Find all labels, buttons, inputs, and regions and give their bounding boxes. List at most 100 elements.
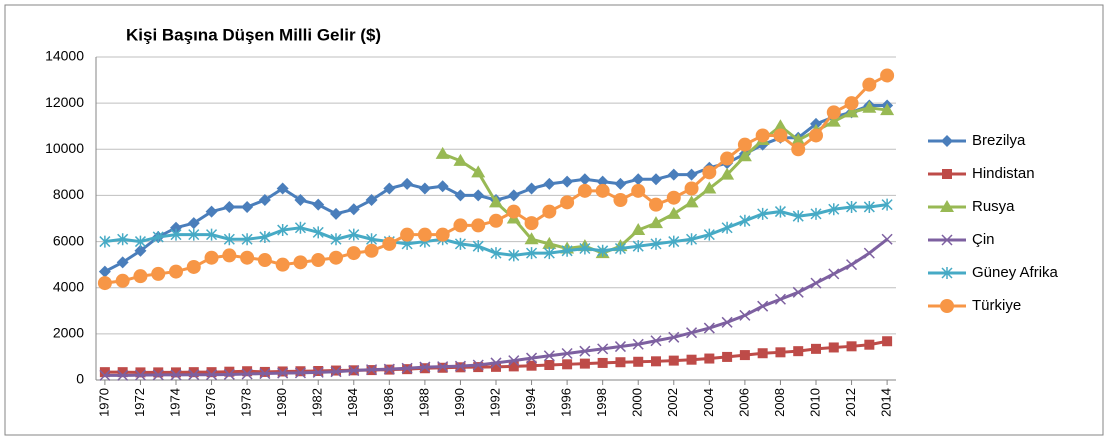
data-point xyxy=(862,77,877,92)
y-tick-label: 12000 xyxy=(45,94,84,110)
data-point xyxy=(542,204,557,219)
data-point xyxy=(773,119,788,132)
data-point xyxy=(312,226,324,239)
data-point xyxy=(153,367,164,378)
data-point xyxy=(276,182,289,195)
data-point xyxy=(684,195,699,208)
data-point xyxy=(383,363,395,375)
data-point xyxy=(401,362,413,374)
data-point xyxy=(844,96,859,111)
data-point xyxy=(649,197,663,212)
data-point xyxy=(720,151,735,166)
data-point xyxy=(312,198,325,211)
data-point xyxy=(775,347,786,358)
data-point xyxy=(435,146,450,159)
data-point xyxy=(330,366,342,378)
data-point xyxy=(205,205,218,218)
x-tick-label: 1998 xyxy=(594,388,609,417)
x-tick-label: 2000 xyxy=(630,388,645,417)
data-point xyxy=(222,248,237,263)
legend-marker xyxy=(940,200,954,212)
data-point xyxy=(241,233,253,246)
data-point xyxy=(473,362,484,373)
data-point xyxy=(170,369,182,381)
data-point xyxy=(383,182,396,195)
data-point xyxy=(685,168,698,181)
data-point xyxy=(347,203,360,216)
data-point xyxy=(348,365,360,377)
data-point xyxy=(453,218,468,233)
data-point xyxy=(295,366,306,377)
data-point xyxy=(419,361,431,373)
chart-border xyxy=(4,4,1104,436)
legend-marker xyxy=(941,267,953,279)
x-tick-label: 1982 xyxy=(310,388,325,417)
data-point xyxy=(666,206,681,219)
data-point xyxy=(828,342,839,353)
legend-marker xyxy=(940,299,954,313)
data-point xyxy=(293,255,308,270)
data-point xyxy=(135,367,146,378)
data-point xyxy=(826,114,841,127)
data-point xyxy=(204,250,219,265)
data-point xyxy=(454,237,466,250)
data-point xyxy=(561,347,573,359)
legend-label: Rusya xyxy=(972,198,1015,215)
data-point xyxy=(277,366,288,377)
data-point xyxy=(615,357,626,368)
data-point xyxy=(543,247,555,260)
data-point xyxy=(737,149,752,162)
x-tick-label: 1972 xyxy=(132,388,147,417)
data-point xyxy=(579,358,590,369)
data-point xyxy=(668,355,679,366)
data-point xyxy=(650,335,662,347)
data-point xyxy=(757,300,769,312)
x-tick-label: 1980 xyxy=(274,388,289,417)
data-point xyxy=(579,345,591,357)
data-point xyxy=(668,331,680,343)
x-tick-label: 1970 xyxy=(96,388,111,417)
data-point xyxy=(491,361,501,372)
data-point xyxy=(151,266,166,281)
legend-label: Türkiye xyxy=(972,297,1021,314)
data-point xyxy=(844,105,859,118)
data-point xyxy=(169,264,183,279)
data-point xyxy=(633,356,644,367)
data-point xyxy=(454,360,466,372)
data-point xyxy=(526,352,538,364)
data-point xyxy=(241,368,253,380)
data-point xyxy=(774,205,786,218)
data-point xyxy=(739,350,750,361)
data-point xyxy=(880,68,895,83)
data-point xyxy=(259,368,271,380)
data-point xyxy=(223,233,235,246)
data-point xyxy=(472,240,484,253)
data-point xyxy=(206,367,217,378)
x-tick-label: 1976 xyxy=(203,388,218,417)
x-tick-label: 1994 xyxy=(523,388,538,417)
data-point xyxy=(257,253,272,268)
data-point xyxy=(651,356,661,367)
data-point xyxy=(366,233,378,246)
data-point xyxy=(400,227,415,242)
data-point xyxy=(632,173,645,186)
data-point xyxy=(437,361,449,373)
data-point xyxy=(826,105,841,120)
data-point xyxy=(561,244,573,257)
data-point xyxy=(364,243,379,258)
data-point xyxy=(791,133,806,146)
data-point xyxy=(721,316,733,328)
data-point xyxy=(401,177,414,190)
legend-marker xyxy=(942,169,952,179)
data-point xyxy=(739,309,751,321)
data-point xyxy=(668,235,680,248)
data-point xyxy=(597,343,609,355)
data-point xyxy=(472,189,485,202)
x-tick-label: 2006 xyxy=(736,388,751,417)
data-point xyxy=(490,247,502,260)
data-point xyxy=(366,364,378,376)
data-point xyxy=(561,175,574,188)
data-point xyxy=(737,137,752,152)
